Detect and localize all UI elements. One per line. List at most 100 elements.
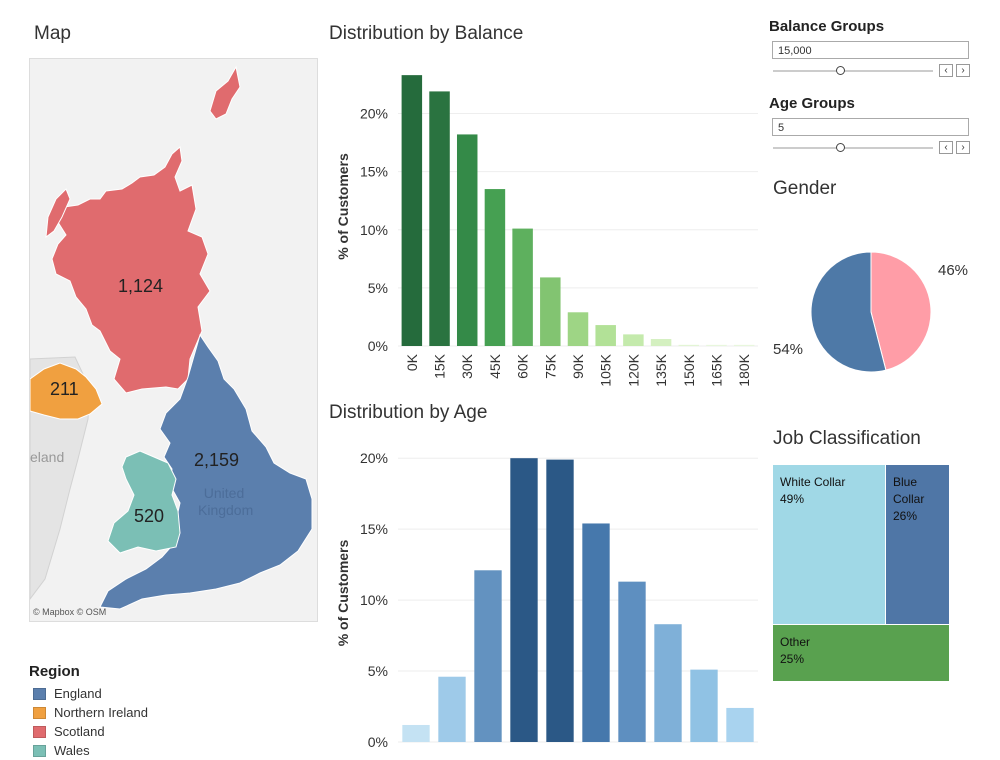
treemap-cell-name: Blue Collar	[893, 475, 925, 506]
bar[interactable]	[618, 581, 646, 742]
balance-groups-next-button[interactable]: ›	[956, 64, 970, 77]
x-tick-label: 120K	[625, 353, 641, 386]
treemap-cell-name: Other	[780, 635, 811, 649]
age-groups-input[interactable]: 5	[772, 118, 969, 136]
age-chart: % of Customers 0% 5% 10% 15% 20%	[335, 450, 758, 749]
england-value: 2,159	[194, 450, 240, 470]
ireland-label: eland	[30, 449, 65, 465]
y-tick-label: 0%	[368, 338, 388, 354]
y-axis-title: % of Customers	[335, 540, 351, 647]
balance-groups-slider-knob[interactable]	[836, 66, 846, 75]
y-tick-label: 20%	[360, 450, 388, 466]
job-treemap: White Collar 49% Blue Collar 26% Other 2…	[773, 465, 949, 681]
legend-item-northern-ireland[interactable]: Northern Ireland	[33, 703, 148, 722]
x-tick-label: 165K	[708, 353, 724, 386]
age-groups-prev-button[interactable]: ‹	[939, 141, 953, 154]
age-groups-label: Age Groups	[769, 95, 855, 112]
y-tick-label: 5%	[368, 280, 388, 296]
bar[interactable]	[402, 724, 430, 742]
y-tick-label: 20%	[360, 106, 388, 122]
bar[interactable]	[654, 624, 682, 742]
y-tick-label: 0%	[368, 734, 388, 749]
legend-item-scotland[interactable]: Scotland	[33, 722, 148, 741]
x-tick-label: 0K	[404, 353, 420, 371]
pie-slice-right[interactable]	[870, 251, 932, 371]
gender-pie	[810, 251, 932, 373]
balance-chart-title: Distribution by Balance	[329, 23, 524, 44]
pie-slice-left[interactable]	[810, 251, 887, 373]
legend-swatch	[33, 744, 46, 757]
orkney-shape	[209, 65, 241, 120]
treemap-cell-pct: 49%	[780, 492, 805, 506]
region-map[interactable]: 1,124 211 2,159 520 United Kingdom eland…	[29, 58, 318, 622]
bar[interactable]	[690, 669, 718, 742]
balance-groups-slider-track[interactable]	[773, 70, 933, 72]
legend-title: Region	[29, 663, 80, 680]
bar[interactable]	[623, 334, 644, 346]
bar[interactable]	[512, 228, 533, 346]
bar[interactable]	[401, 75, 423, 346]
chevron-left-icon: ‹	[944, 142, 948, 153]
y-tick-label: 5%	[368, 663, 388, 679]
treemap-cell-other[interactable]: Other 25%	[773, 625, 949, 681]
age-chart-title: Distribution by Age	[329, 402, 488, 423]
treemap-cell-white-collar[interactable]: White Collar 49%	[773, 465, 886, 625]
y-tick-label: 15%	[360, 521, 388, 537]
balance-groups-input[interactable]: 15,000	[772, 41, 969, 59]
chevron-left-icon: ‹	[944, 65, 948, 76]
country-label-line2: Kingdom	[198, 502, 254, 518]
england-shape	[99, 333, 313, 610]
scotland-value: 1,124	[118, 276, 164, 296]
treemap-cell-blue-collar[interactable]: Blue Collar 26%	[886, 465, 949, 625]
country-label-line1: United	[203, 485, 245, 501]
legend-label: England	[54, 686, 102, 701]
map-svg	[30, 65, 313, 610]
age-groups-next-button[interactable]: ›	[956, 141, 970, 154]
northern-ireland-shape	[30, 362, 103, 420]
wales-value: 520	[134, 506, 165, 526]
bar[interactable]	[595, 325, 616, 346]
y-axis-title: % of Customers	[335, 153, 351, 260]
x-tick-label: 30K	[459, 353, 475, 379]
bar[interactable]	[706, 344, 727, 346]
bar[interactable]	[582, 523, 610, 742]
x-tick-label: 45K	[487, 353, 503, 379]
map-title: Map	[34, 23, 71, 44]
legend-label: Wales	[54, 743, 90, 758]
y-tick-label: 10%	[360, 592, 388, 608]
bar[interactable]	[540, 277, 561, 346]
balance-groups-prev-button[interactable]: ‹	[939, 64, 953, 77]
legend-swatch	[33, 706, 46, 719]
legend-label: Northern Ireland	[54, 705, 148, 720]
bar[interactable]	[510, 458, 538, 742]
northern-ireland-value: 211	[50, 379, 79, 399]
chevron-right-icon: ›	[961, 142, 965, 153]
bar[interactable]	[474, 570, 502, 742]
chevron-right-icon: ›	[961, 65, 965, 76]
map-attribution[interactable]: © Mapbox © OSM	[33, 607, 107, 617]
treemap-cell-name: White Collar	[780, 475, 846, 489]
x-tick-label: 90K	[570, 353, 586, 379]
gender-label-right: 46%	[938, 262, 969, 279]
bar[interactable]	[567, 312, 589, 346]
bar[interactable]	[650, 339, 672, 346]
age-groups-slider-track[interactable]	[773, 147, 933, 149]
y-tick-label: 15%	[360, 164, 388, 180]
bar[interactable]	[546, 459, 574, 742]
x-tick-label: 180K	[736, 353, 752, 386]
bar[interactable]	[438, 676, 466, 742]
bar[interactable]	[456, 134, 478, 346]
x-tick-label: 135K	[653, 353, 669, 386]
bar[interactable]	[429, 91, 450, 346]
y-tick-label: 10%	[360, 222, 388, 238]
legend-item-wales[interactable]: Wales	[33, 741, 148, 760]
bar[interactable]	[678, 344, 700, 346]
bar[interactable]	[733, 344, 755, 346]
bar[interactable]	[484, 189, 506, 346]
legend-item-england[interactable]: England	[33, 684, 148, 703]
scotland-shape	[51, 146, 211, 394]
age-groups-slider-knob[interactable]	[836, 143, 846, 152]
bar[interactable]	[726, 707, 754, 742]
legend-label: Scotland	[54, 724, 105, 739]
country-label: United Kingdom	[198, 485, 254, 519]
